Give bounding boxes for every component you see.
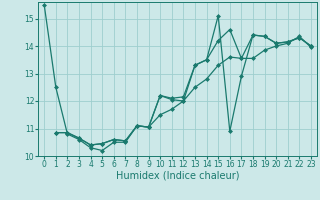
X-axis label: Humidex (Indice chaleur): Humidex (Indice chaleur) — [116, 171, 239, 181]
